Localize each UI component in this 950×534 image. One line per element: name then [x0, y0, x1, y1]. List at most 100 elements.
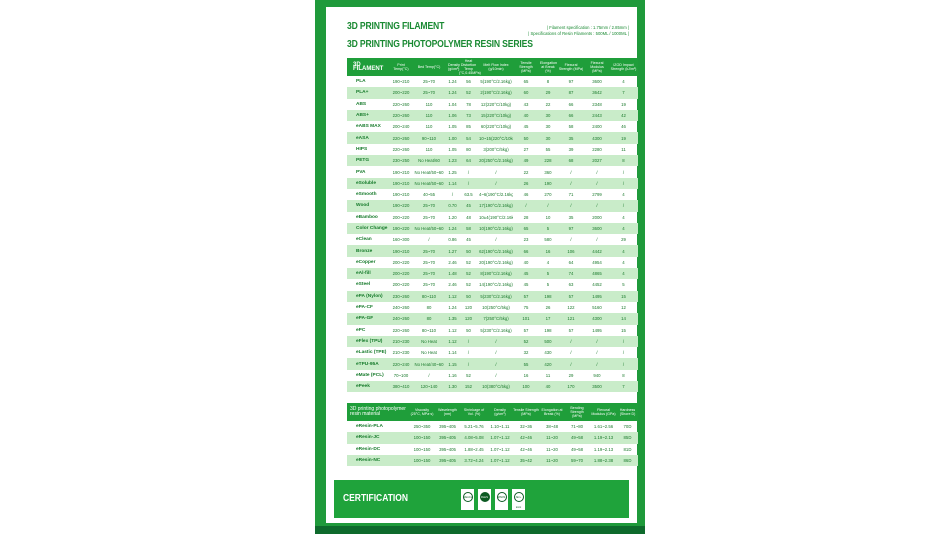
fil-cell: No Heat	[421, 350, 437, 356]
fil-cell: 58	[568, 124, 574, 130]
fil-cell: No Heat/60	[411, 155, 447, 167]
fil-material-name: PVA	[356, 169, 366, 175]
res-cell: 11~20	[546, 446, 558, 452]
fil-cell: 49	[513, 155, 539, 167]
fil-cell: No Heat	[411, 335, 447, 348]
fil-cell: 71	[568, 192, 574, 198]
fil-cell: 4	[622, 214, 625, 220]
fil-cell: 190	[539, 177, 557, 189]
fil-cell: 110	[411, 109, 447, 122]
fil-cell: 1.16	[448, 372, 457, 378]
fil-cell: 65	[513, 222, 539, 235]
fil-material-name: eLastic (TPE)	[356, 350, 387, 356]
fil-cell: /	[428, 237, 430, 243]
fil-cell: 42	[609, 109, 638, 122]
fil-cell: No Heat/50~60	[414, 169, 444, 175]
fil-cell: 1.15	[447, 358, 458, 370]
non-toxic-badge-icon: Non-toxic	[512, 489, 525, 510]
fil-cell: /	[585, 200, 609, 212]
fil-cell: 50	[458, 245, 479, 257]
fil-cell: 1.24	[448, 79, 457, 85]
fil-cell: /	[596, 169, 598, 175]
fil-cell: 30	[539, 109, 557, 122]
fil-material-name: Wood	[347, 200, 391, 212]
fil-cell: 1.04	[448, 101, 457, 107]
fil-cell: /	[570, 350, 572, 356]
res-cell: 59~70	[564, 454, 590, 467]
fil-cell: 97	[568, 79, 574, 85]
fil-cell: /	[557, 358, 585, 370]
fil-column-header: Heat Distortion Temp (°C,0.45MPa)	[458, 58, 481, 76]
fil-cell: 190~210	[391, 177, 411, 189]
rohs-badge-icon: RoHS	[478, 489, 491, 510]
fil-cell: 45	[523, 124, 529, 130]
fil-cell: 80~110	[421, 327, 437, 333]
fil-cell: /	[458, 335, 479, 348]
fil-cell: 17(190°C/2.16kg)	[479, 200, 513, 212]
fil-column-header: Tensile Strength (MPa)	[513, 58, 539, 76]
res-cell: 1.19~2.13	[593, 446, 614, 452]
fil-cell: 200~220	[391, 268, 411, 280]
fil-column-header: Bed Temp(°C)	[411, 58, 447, 76]
fil-cell: 66	[557, 109, 585, 122]
fil-column-header: Melt Flow Index (g/10min)	[479, 58, 513, 76]
fil-cell: 20(190°C/2.16kg)	[479, 259, 513, 265]
res-cell: 100~150	[409, 432, 435, 444]
fil-cell: 75	[523, 305, 529, 311]
fil-cell: No Heat/40~60	[411, 358, 447, 370]
fil-cell: /	[479, 358, 513, 370]
fil-cell: 63.5	[464, 192, 473, 198]
fil-cell: 1.27	[447, 245, 458, 257]
fil-cell: 110	[425, 146, 433, 152]
fil-cell: 25~70	[422, 214, 436, 220]
res-column-header: Wavelength (nm)	[435, 403, 460, 421]
res-material-name: eResin-PLA	[356, 424, 383, 430]
fil-row: ePeek 380~410 120~140 1.30 152 10(380°C/5kg) 1…	[347, 381, 638, 393]
fil-cell: 2400	[592, 124, 602, 130]
fil-cell: 4	[609, 222, 638, 235]
fil-cell: 57	[557, 290, 585, 302]
fil-cell: 220~260	[392, 101, 410, 107]
fil-cell: 17	[539, 313, 557, 325]
fil-material-name: HIPS	[356, 146, 368, 152]
fil-cell: 7	[609, 381, 638, 393]
fil-cell: /	[585, 335, 609, 348]
fil-cell: 26	[545, 305, 551, 311]
fil-cell: /	[451, 192, 454, 198]
fil-material-name: ABS	[356, 101, 367, 107]
fil-cell: 40~55	[422, 192, 436, 198]
fil-cell: 90~110	[411, 132, 447, 144]
filament-table: 3D FILAMENT Print Temp(°C) Bed Temp(°C) Den…	[347, 58, 638, 393]
resin-header-row: 3D printing photopolymer resin material V…	[347, 403, 638, 421]
fil-cell: 5(230°C/2.16kg)	[479, 290, 513, 302]
fil-cell: /	[458, 358, 479, 370]
fil-cell: 420	[539, 358, 557, 370]
fil-cell: 1.24	[447, 87, 458, 99]
fil-cell: 0.70	[447, 200, 458, 212]
fil-cell: 22	[523, 169, 529, 175]
fil-material-name: eABS MAX	[356, 124, 381, 130]
fil-cell: 29	[568, 372, 574, 378]
fil-cell: 45	[513, 268, 539, 280]
fil-cell: 46	[523, 192, 529, 198]
fil-row: HIPS 220~260 110 1.05 80 3(200°C/5kg) 27 55 39 22…	[347, 144, 638, 155]
fil-cell: 152	[458, 381, 479, 393]
fil-cell: 60(220°C/10kg)	[480, 124, 512, 130]
fil-material-name: ePA-GF	[347, 313, 391, 325]
certification-label: CERTIFICATION	[343, 493, 409, 504]
fil-cell: 5	[622, 282, 625, 288]
fil-cell: /	[495, 169, 497, 175]
fil-cell: 220~240	[391, 358, 411, 370]
fil-cell: 25~70	[411, 87, 447, 99]
fil-row: PETG 230~250 No Heat/60 1.23 64 20(250°C/2.16…	[347, 155, 638, 167]
fil-material-name: ePA (Nylon)	[347, 290, 391, 302]
fil-cell: 39	[568, 146, 574, 152]
fil-cell: /	[585, 358, 609, 370]
fil-cell: 1.35	[447, 313, 458, 325]
res-cell: 100~150	[409, 454, 435, 467]
fil-cell: 2000	[592, 214, 602, 220]
fil-cell: 62(190°C/2.16kg)	[479, 245, 513, 257]
fil-cell: 4~6(190°C/2.16kg)	[479, 192, 513, 198]
filament-header-row: 3D FILAMENT Print Temp(°C) Bed Temp(°C) Den…	[347, 58, 638, 76]
fil-material-name: ePA-CF	[356, 305, 373, 311]
